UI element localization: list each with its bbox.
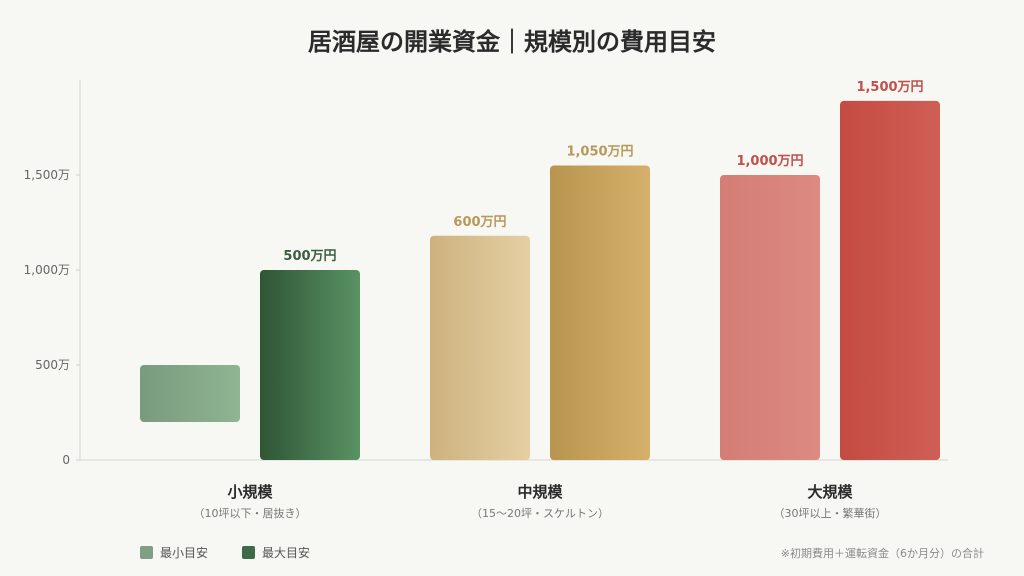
legend-swatch-min bbox=[140, 546, 153, 559]
data-label: 1,500万円 bbox=[856, 80, 923, 95]
y-tick-label: 1,000万 bbox=[24, 263, 70, 277]
legend-label-max: 最大目安 bbox=[262, 546, 311, 560]
bar-小規模-最小目安 bbox=[140, 365, 240, 422]
legend-label-min: 最小目安 bbox=[160, 546, 209, 560]
data-label: 1,050万円 bbox=[566, 145, 633, 160]
bar-大規模-最小目安 bbox=[720, 175, 820, 460]
data-label: 600万円 bbox=[453, 215, 506, 230]
y-tick-label: 0 bbox=[62, 453, 70, 467]
bar-中規模-最大目安 bbox=[550, 165, 650, 460]
category-label: 小規模 bbox=[227, 483, 273, 501]
legend-swatch-max bbox=[242, 546, 256, 559]
y-tick-label: 1,500万 bbox=[24, 168, 70, 182]
category-label: 大規模 bbox=[807, 483, 853, 501]
data-label: 1,000万円 bbox=[736, 154, 803, 169]
data-label: 500万円 bbox=[283, 249, 336, 264]
category-label: 中規模 bbox=[517, 483, 563, 501]
footnote: ※初期費用＋運転資金（6か月分）の合計 bbox=[780, 547, 984, 560]
category-sublabel: （10坪以下・居抜き） bbox=[194, 506, 307, 520]
bar-大規模-最大目安 bbox=[840, 100, 940, 461]
bar-中規模-最小目安 bbox=[430, 235, 530, 460]
category-sublabel: （30坪以上・繁華街） bbox=[774, 506, 887, 520]
y-tick-label: 500万 bbox=[35, 358, 70, 372]
bar-小規模-最大目安 bbox=[260, 270, 360, 460]
legend-item-min: 最小目安 bbox=[140, 544, 208, 561]
category-sublabel: （15〜20坪・スケルトン） bbox=[471, 507, 609, 520]
legend: 最小目安 最大目安 bbox=[140, 544, 310, 561]
chart-title: 居酒屋の開業資金｜規模別の費用目安 bbox=[308, 28, 716, 56]
legend-item-max: 最大目安 bbox=[242, 544, 310, 561]
